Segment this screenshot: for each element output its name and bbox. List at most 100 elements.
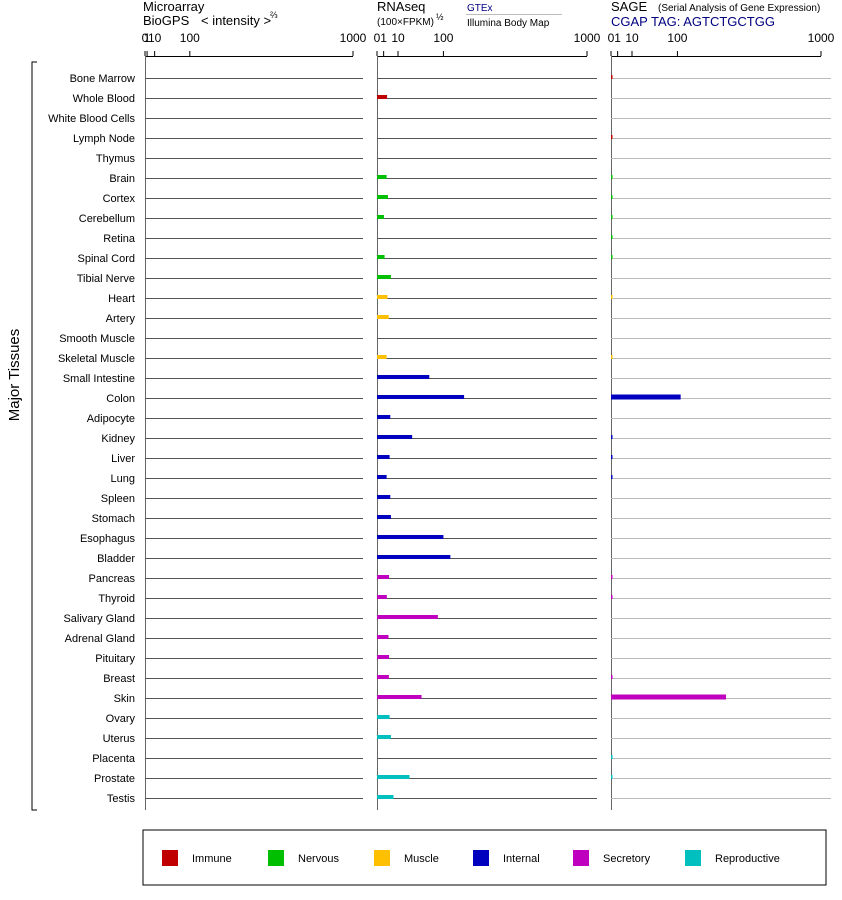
- rnaseq-header: RNAseq (100×FPKM) ½ GTEx Illumina Body M…: [377, 0, 562, 29]
- legend-label: Reproductive: [715, 853, 780, 865]
- microarray-tick-label: 1: [144, 31, 151, 45]
- rnaseq-bar: [377, 535, 444, 539]
- sage-bar: [611, 455, 613, 459]
- legend-swatch: [162, 850, 178, 866]
- rnaseq-bar: [377, 795, 394, 799]
- tissue-label: Lung: [111, 473, 135, 485]
- legend-label: Secretory: [603, 853, 651, 865]
- tissue-label: Colon: [106, 393, 135, 405]
- sage-bar: [611, 775, 613, 779]
- legend-swatch: [374, 850, 390, 866]
- sage-title: SAGE: [611, 0, 647, 14]
- legend-item-nervous: Nervous: [268, 850, 339, 866]
- microarray-tick-label: 100: [180, 31, 200, 45]
- sage-header: SAGE (Serial Analysis of Gene Expression…: [611, 0, 820, 29]
- tissue-label: Pancreas: [89, 573, 136, 585]
- legend-label: Muscle: [404, 853, 439, 865]
- sage-bar: [611, 694, 727, 700]
- rnaseq-tick-label: 1000: [574, 31, 601, 45]
- rnaseq-bar: [377, 195, 388, 199]
- rnaseq-bar: [377, 575, 390, 579]
- legend-item-muscle: Muscle: [374, 850, 439, 866]
- tissue-label: Prostate: [94, 773, 135, 785]
- sage-tick-label: 1: [614, 31, 621, 45]
- sage-bar: [611, 675, 613, 679]
- sage-bar: [611, 175, 613, 179]
- rnaseq-bar: [377, 295, 388, 299]
- legend-swatch: [685, 850, 701, 866]
- tissue-label: Artery: [106, 313, 136, 325]
- tissue-label: Tibial Nerve: [77, 273, 135, 285]
- rnaseq-bar: [377, 635, 389, 639]
- legend-box: [142, 829, 827, 886]
- tissue-label: Retina: [103, 233, 136, 245]
- rnaseq-tick-label: 100: [433, 31, 453, 45]
- tissue-label: White Blood Cells: [48, 113, 135, 125]
- rnaseq-bar: [377, 435, 413, 439]
- rnaseq-bar: [377, 455, 390, 459]
- sage-bar: [611, 595, 613, 599]
- rnaseq-bar: [377, 315, 389, 319]
- tissue-label: Brain: [109, 173, 135, 185]
- legend-swatch: [573, 850, 589, 866]
- legend-item-immune: Immune: [162, 850, 232, 866]
- tissue-label: Lymph Node: [73, 133, 135, 145]
- legend-item-reproductive: Reproductive: [685, 850, 780, 866]
- rnaseq-bar: [377, 255, 385, 259]
- rnaseq-tick-label: 1: [380, 31, 387, 45]
- rnaseq-bar: [377, 275, 391, 279]
- rnaseq-tick-label: 0: [374, 31, 381, 45]
- microarray-title: Microarray: [143, 0, 205, 14]
- side-bracket: [31, 61, 37, 811]
- rnaseq-bar: [377, 375, 430, 379]
- legend-swatch: [473, 850, 489, 866]
- rnaseq-scale-exponent: ½: [436, 12, 444, 22]
- sage-bar: [611, 295, 613, 299]
- microarray-scale-exponent: ⅔: [270, 10, 278, 20]
- microarray-tick-label: 1000: [340, 31, 367, 45]
- legend-item-internal: Internal: [473, 850, 540, 866]
- sage-bar: [611, 255, 613, 259]
- tissue-label: Thyroid: [98, 593, 135, 605]
- rnaseq-bar: [377, 95, 388, 99]
- microarray-source: BioGPS: [143, 13, 190, 28]
- rnaseq-source-ibm: Illumina Body Map: [467, 18, 550, 29]
- rnaseq-panel: 0 1 10 100 1000: [374, 31, 601, 810]
- sage-tick-label: 0: [608, 31, 615, 45]
- sage-tick-label: 1000: [808, 31, 835, 45]
- sage-bar: [611, 475, 613, 479]
- legend-item-secretory: Secretory: [573, 850, 651, 866]
- sage-subtitle: (Serial Analysis of Gene Expression): [658, 3, 820, 14]
- tissue-label: Spinal Cord: [78, 253, 135, 265]
- tissue-label: Whole Blood: [73, 93, 135, 105]
- tissue-label: Small Intestine: [63, 373, 135, 385]
- tissue-label: Esophagus: [80, 533, 136, 545]
- tissue-labels: Bone Marrow Whole Blood White Blood Cells L…: [48, 73, 136, 805]
- sage-tick-label: 100: [667, 31, 687, 45]
- sage-bar: [611, 575, 613, 579]
- sage-bar: [611, 435, 613, 439]
- rnaseq-bar: [377, 595, 387, 599]
- rnaseq-bar: [377, 395, 465, 399]
- tissue-label: Ovary: [106, 713, 136, 725]
- microarray-tick-label: 0: [142, 31, 149, 45]
- tissue-label: Adipocyte: [87, 413, 135, 425]
- tissue-label: Salivary Gland: [63, 613, 135, 625]
- rnaseq-bar: [377, 175, 387, 179]
- tissue-label: Skeletal Muscle: [58, 353, 135, 365]
- rnaseq-tick-label: 10: [391, 31, 405, 45]
- rnaseq-bar: [377, 735, 391, 739]
- rnaseq-bar: [377, 215, 384, 219]
- rnaseq-bar: [377, 655, 390, 659]
- sage-panel: 0 1 10 100 1000: [608, 31, 835, 810]
- sage-bar: [611, 215, 613, 219]
- legend-label: Immune: [192, 853, 232, 865]
- sage-bar: [611, 355, 613, 359]
- rnaseq-bar: [377, 415, 391, 419]
- rnaseq-bar: [377, 555, 451, 559]
- sage-bar: [611, 195, 613, 199]
- tissue-label: Liver: [111, 453, 135, 465]
